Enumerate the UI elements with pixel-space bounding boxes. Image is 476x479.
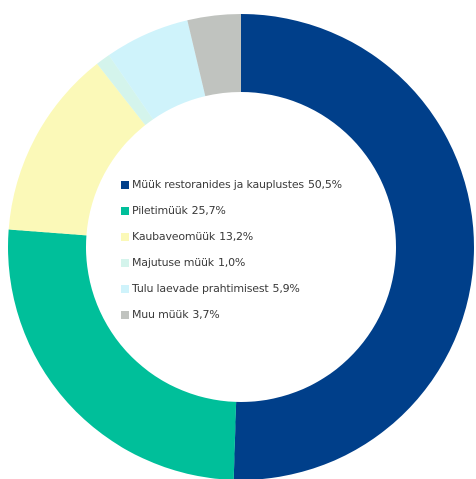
slice-2 (8, 63, 146, 236)
slice-5 (187, 14, 241, 97)
legend-label: Müük restoranides ja kauplustes (132, 178, 304, 191)
chart-legend: Müük restoranides ja kauplustes 50,5% Pile… (121, 178, 421, 334)
legend-label: Majutuse müük (132, 256, 214, 269)
legend-value: 50,5% (307, 178, 342, 191)
legend-label: Muu müük (132, 308, 189, 321)
slice-4 (108, 20, 206, 120)
legend-value: 25,7% (191, 204, 226, 217)
legend-value: 3,7% (192, 308, 220, 321)
legend-swatch (121, 284, 129, 293)
slice-0 (233, 14, 474, 479)
legend-item-3: Majutuse müük 1,0% (121, 256, 421, 269)
legend-label: Piletimüük (132, 204, 188, 217)
legend-swatch (121, 310, 129, 319)
legend-item-1: Piletimüük 25,7% (121, 204, 421, 217)
legend-item-4: Tulu laevade prahtimisest 5,9% (121, 282, 421, 295)
legend-item-5: Muu müük 3,7% (121, 308, 421, 321)
legend-label: Kaubaveomüük (132, 230, 216, 243)
legend-value: 1,0% (217, 256, 246, 269)
legend-label: Tulu laevade prahtimisest (132, 282, 269, 295)
legend-swatch (121, 180, 129, 189)
legend-swatch (121, 258, 129, 267)
legend-value: 5,9% (272, 282, 300, 295)
legend-item-2: Kaubaveomüük 13,2% (121, 230, 421, 243)
legend-swatch (121, 232, 129, 241)
legend-swatch (121, 206, 129, 215)
legend-value: 13,2% (219, 230, 254, 243)
legend-item-0: Müük restoranides ja kauplustes 50,5% (121, 178, 421, 191)
slice-1 (8, 229, 237, 479)
slice-3 (97, 55, 154, 126)
